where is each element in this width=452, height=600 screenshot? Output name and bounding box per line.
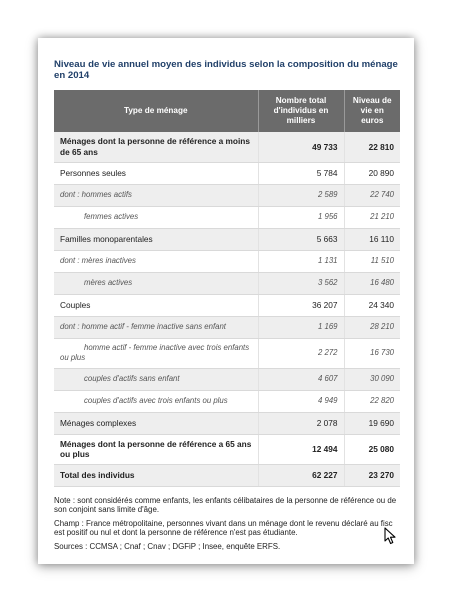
row-niveau: 16 480 [344, 272, 400, 295]
row-niveau: 16 730 [344, 338, 400, 369]
row-individus: 5 784 [258, 162, 345, 185]
table-card: Niveau de vie annuel moyen des individus… [38, 38, 414, 564]
row-niveau: 22 740 [344, 184, 400, 207]
row-label: Ménages dont la personne de référence a … [54, 132, 259, 163]
row-niveau: 25 080 [344, 434, 400, 465]
notes: Note : sont considérés comme enfants, le… [54, 496, 404, 555]
table-row: dont : mères inactives 1 131 11 510 [54, 250, 400, 273]
header-individus: Nombre total d'individus en milliers [258, 90, 345, 132]
row-individus: 4 607 [258, 368, 345, 391]
table-row: mères actives 3 562 16 480 [54, 272, 400, 295]
row-individus: 1 169 [258, 316, 345, 339]
table-row: dont : hommes actifs 2 589 22 740 [54, 184, 400, 207]
row-label: femmes actives [54, 206, 259, 229]
table-row: Couples 36 207 24 340 [54, 294, 400, 317]
mouse-cursor-icon [384, 527, 396, 545]
row-label: homme actif - femme inactive avec trois … [54, 338, 259, 369]
row-niveau: 22 820 [344, 390, 400, 413]
row-individus: 2 272 [258, 338, 345, 369]
table-row: couples d'actifs avec trois enfants ou p… [54, 390, 400, 413]
row-niveau: 20 890 [344, 162, 400, 185]
sources-text: Sources : CCMSA ; Cnaf ; Cnav ; DGFiP ; … [54, 541, 281, 551]
row-individus: 2 078 [258, 412, 345, 435]
table-row: femmes actives 1 956 21 210 [54, 206, 400, 229]
header-row: Type de ménage Nombre total d'individus … [54, 90, 400, 132]
row-label: dont : mères inactives [54, 250, 259, 273]
table-row: Ménages complexes 2 078 19 690 [54, 412, 400, 435]
row-individus: 5 663 [258, 228, 345, 251]
row-niveau: 23 270 [344, 464, 400, 487]
row-label: Personnes seules [54, 162, 259, 185]
row-niveau: 22 810 [344, 132, 400, 163]
row-individus: 1 131 [258, 250, 345, 273]
row-label: Couples [54, 294, 259, 317]
row-individus: 1 956 [258, 206, 345, 229]
row-individus: 62 227 [258, 464, 345, 487]
row-niveau: 21 210 [344, 206, 400, 229]
header-niveau: Niveau de vie en euros [344, 90, 400, 132]
row-label: mères actives [54, 272, 259, 295]
note-text: Note : sont considérés comme enfants, le… [54, 496, 397, 515]
table-row: Ménages dont la personne de référence a … [54, 132, 400, 163]
row-individus: 12 494 [258, 434, 345, 465]
row-label: Ménages dont la personne de référence a … [54, 434, 259, 465]
champ-text: Champ : France métropolitaine, personnes… [54, 518, 393, 538]
row-label: couples d'actifs sans enfant [54, 368, 259, 391]
table-title: Niveau de vie annuel moyen des individus… [54, 59, 398, 81]
row-individus: 2 589 [258, 184, 345, 207]
row-individus: 4 949 [258, 390, 345, 413]
row-niveau: 16 110 [344, 228, 400, 251]
row-individus: 3 562 [258, 272, 345, 295]
row-individus: 36 207 [258, 294, 345, 317]
row-niveau: 28 210 [344, 316, 400, 339]
table-row: Ménages dont la personne de référence a … [54, 434, 400, 465]
data-table: Type de ménage Nombre total d'individus … [54, 90, 400, 487]
row-niveau: 24 340 [344, 294, 400, 317]
table-row: dont : homme actif - femme inactive sans… [54, 316, 400, 339]
row-niveau: 30 090 [344, 368, 400, 391]
row-niveau: 11 510 [344, 250, 400, 273]
table-row: Total des individus 62 227 23 270 [54, 464, 400, 487]
row-label: couples d'actifs avec trois enfants ou p… [54, 390, 259, 413]
row-niveau: 19 690 [344, 412, 400, 435]
row-label: dont : homme actif - femme inactive sans… [54, 316, 259, 339]
row-individus: 49 733 [258, 132, 345, 163]
row-label: Total des individus [54, 464, 259, 487]
table-row: homme actif - femme inactive avec trois … [54, 338, 400, 369]
header-type: Type de ménage [54, 90, 259, 132]
table-row: Personnes seules 5 784 20 890 [54, 162, 400, 185]
row-label: Familles monoparentales [54, 228, 259, 251]
table-row: couples d'actifs sans enfant 4 607 30 090 [54, 368, 400, 391]
row-label: Ménages complexes [54, 412, 259, 435]
row-label: dont : hommes actifs [54, 184, 259, 207]
table-row: Familles monoparentales 5 663 16 110 [54, 228, 400, 251]
